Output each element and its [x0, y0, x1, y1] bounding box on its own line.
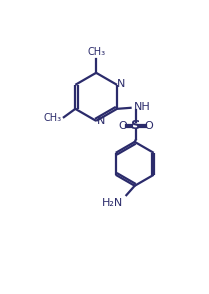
Text: CH₃: CH₃: [87, 47, 105, 57]
Text: CH₃: CH₃: [43, 113, 61, 123]
Text: H₂N: H₂N: [102, 198, 123, 208]
Text: O: O: [118, 121, 127, 131]
Text: NH: NH: [134, 102, 151, 112]
Text: S: S: [131, 119, 141, 132]
Text: N: N: [97, 116, 105, 126]
Text: O: O: [145, 121, 154, 131]
Text: N: N: [117, 79, 126, 89]
